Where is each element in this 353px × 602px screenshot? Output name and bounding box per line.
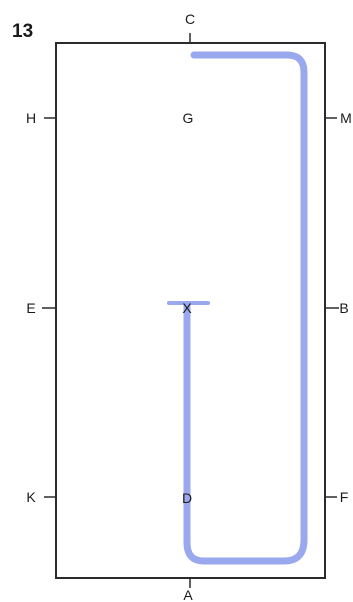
- marker-f: F: [340, 489, 349, 505]
- marker-d: D: [182, 490, 192, 506]
- marker-ticks: [42, 33, 339, 588]
- marker-g: G: [183, 110, 194, 126]
- marker-b: B: [339, 300, 348, 316]
- marker-e: E: [26, 300, 35, 316]
- marker-k: K: [26, 489, 36, 505]
- marker-x: X: [182, 300, 192, 316]
- riding-path: [183, 51, 308, 565]
- figure-number: 13: [12, 21, 33, 42]
- marker-a: A: [183, 587, 193, 602]
- marker-m: M: [340, 110, 352, 126]
- marker-c: C: [185, 11, 195, 27]
- marker-h: H: [26, 110, 36, 126]
